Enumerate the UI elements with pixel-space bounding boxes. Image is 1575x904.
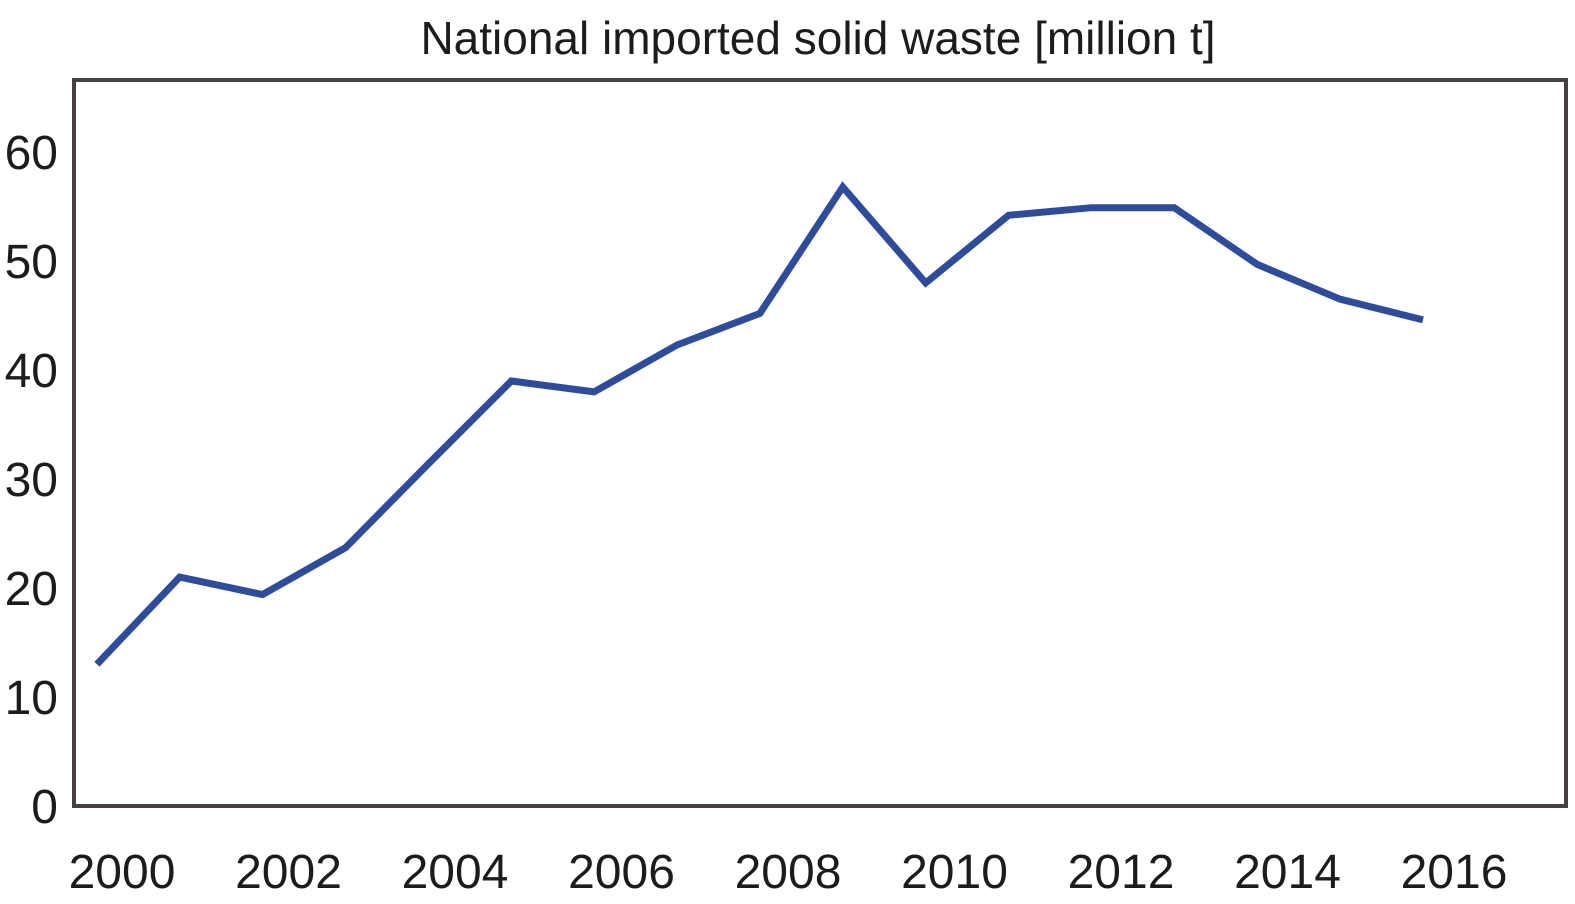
chart-title: National imported solid waste [million t… xyxy=(420,12,1215,64)
x-tick-label: 2014 xyxy=(1234,846,1341,899)
y-tick-label: 10 xyxy=(5,672,58,725)
x-tick-label: 2012 xyxy=(1068,846,1175,899)
x-tick-label: 2008 xyxy=(735,846,842,899)
data-line-series xyxy=(94,181,1424,667)
y-tick-label: 40 xyxy=(5,345,58,398)
x-tick-label: 2004 xyxy=(402,846,509,899)
x-tick-label: 2000 xyxy=(69,846,176,899)
y-tick-label: 60 xyxy=(5,127,58,180)
y-tick-label: 30 xyxy=(5,454,58,507)
y-axis-tick-labels: 0 10 20 30 40 50 60 xyxy=(5,127,58,834)
y-tick-label: 50 xyxy=(5,236,58,289)
x-tick-label: 2016 xyxy=(1401,846,1508,899)
x-tick-label: 2002 xyxy=(235,846,342,899)
x-tick-label: 2006 xyxy=(568,846,675,899)
y-tick-label: 0 xyxy=(31,781,58,834)
x-axis-tick-labels: 2000 2002 2004 2006 2008 2010 2012 2014 2016 xyxy=(69,846,1508,899)
x-tick-label: 2010 xyxy=(901,846,1008,899)
plot-border xyxy=(72,78,1568,808)
y-tick-label: 20 xyxy=(5,563,58,616)
